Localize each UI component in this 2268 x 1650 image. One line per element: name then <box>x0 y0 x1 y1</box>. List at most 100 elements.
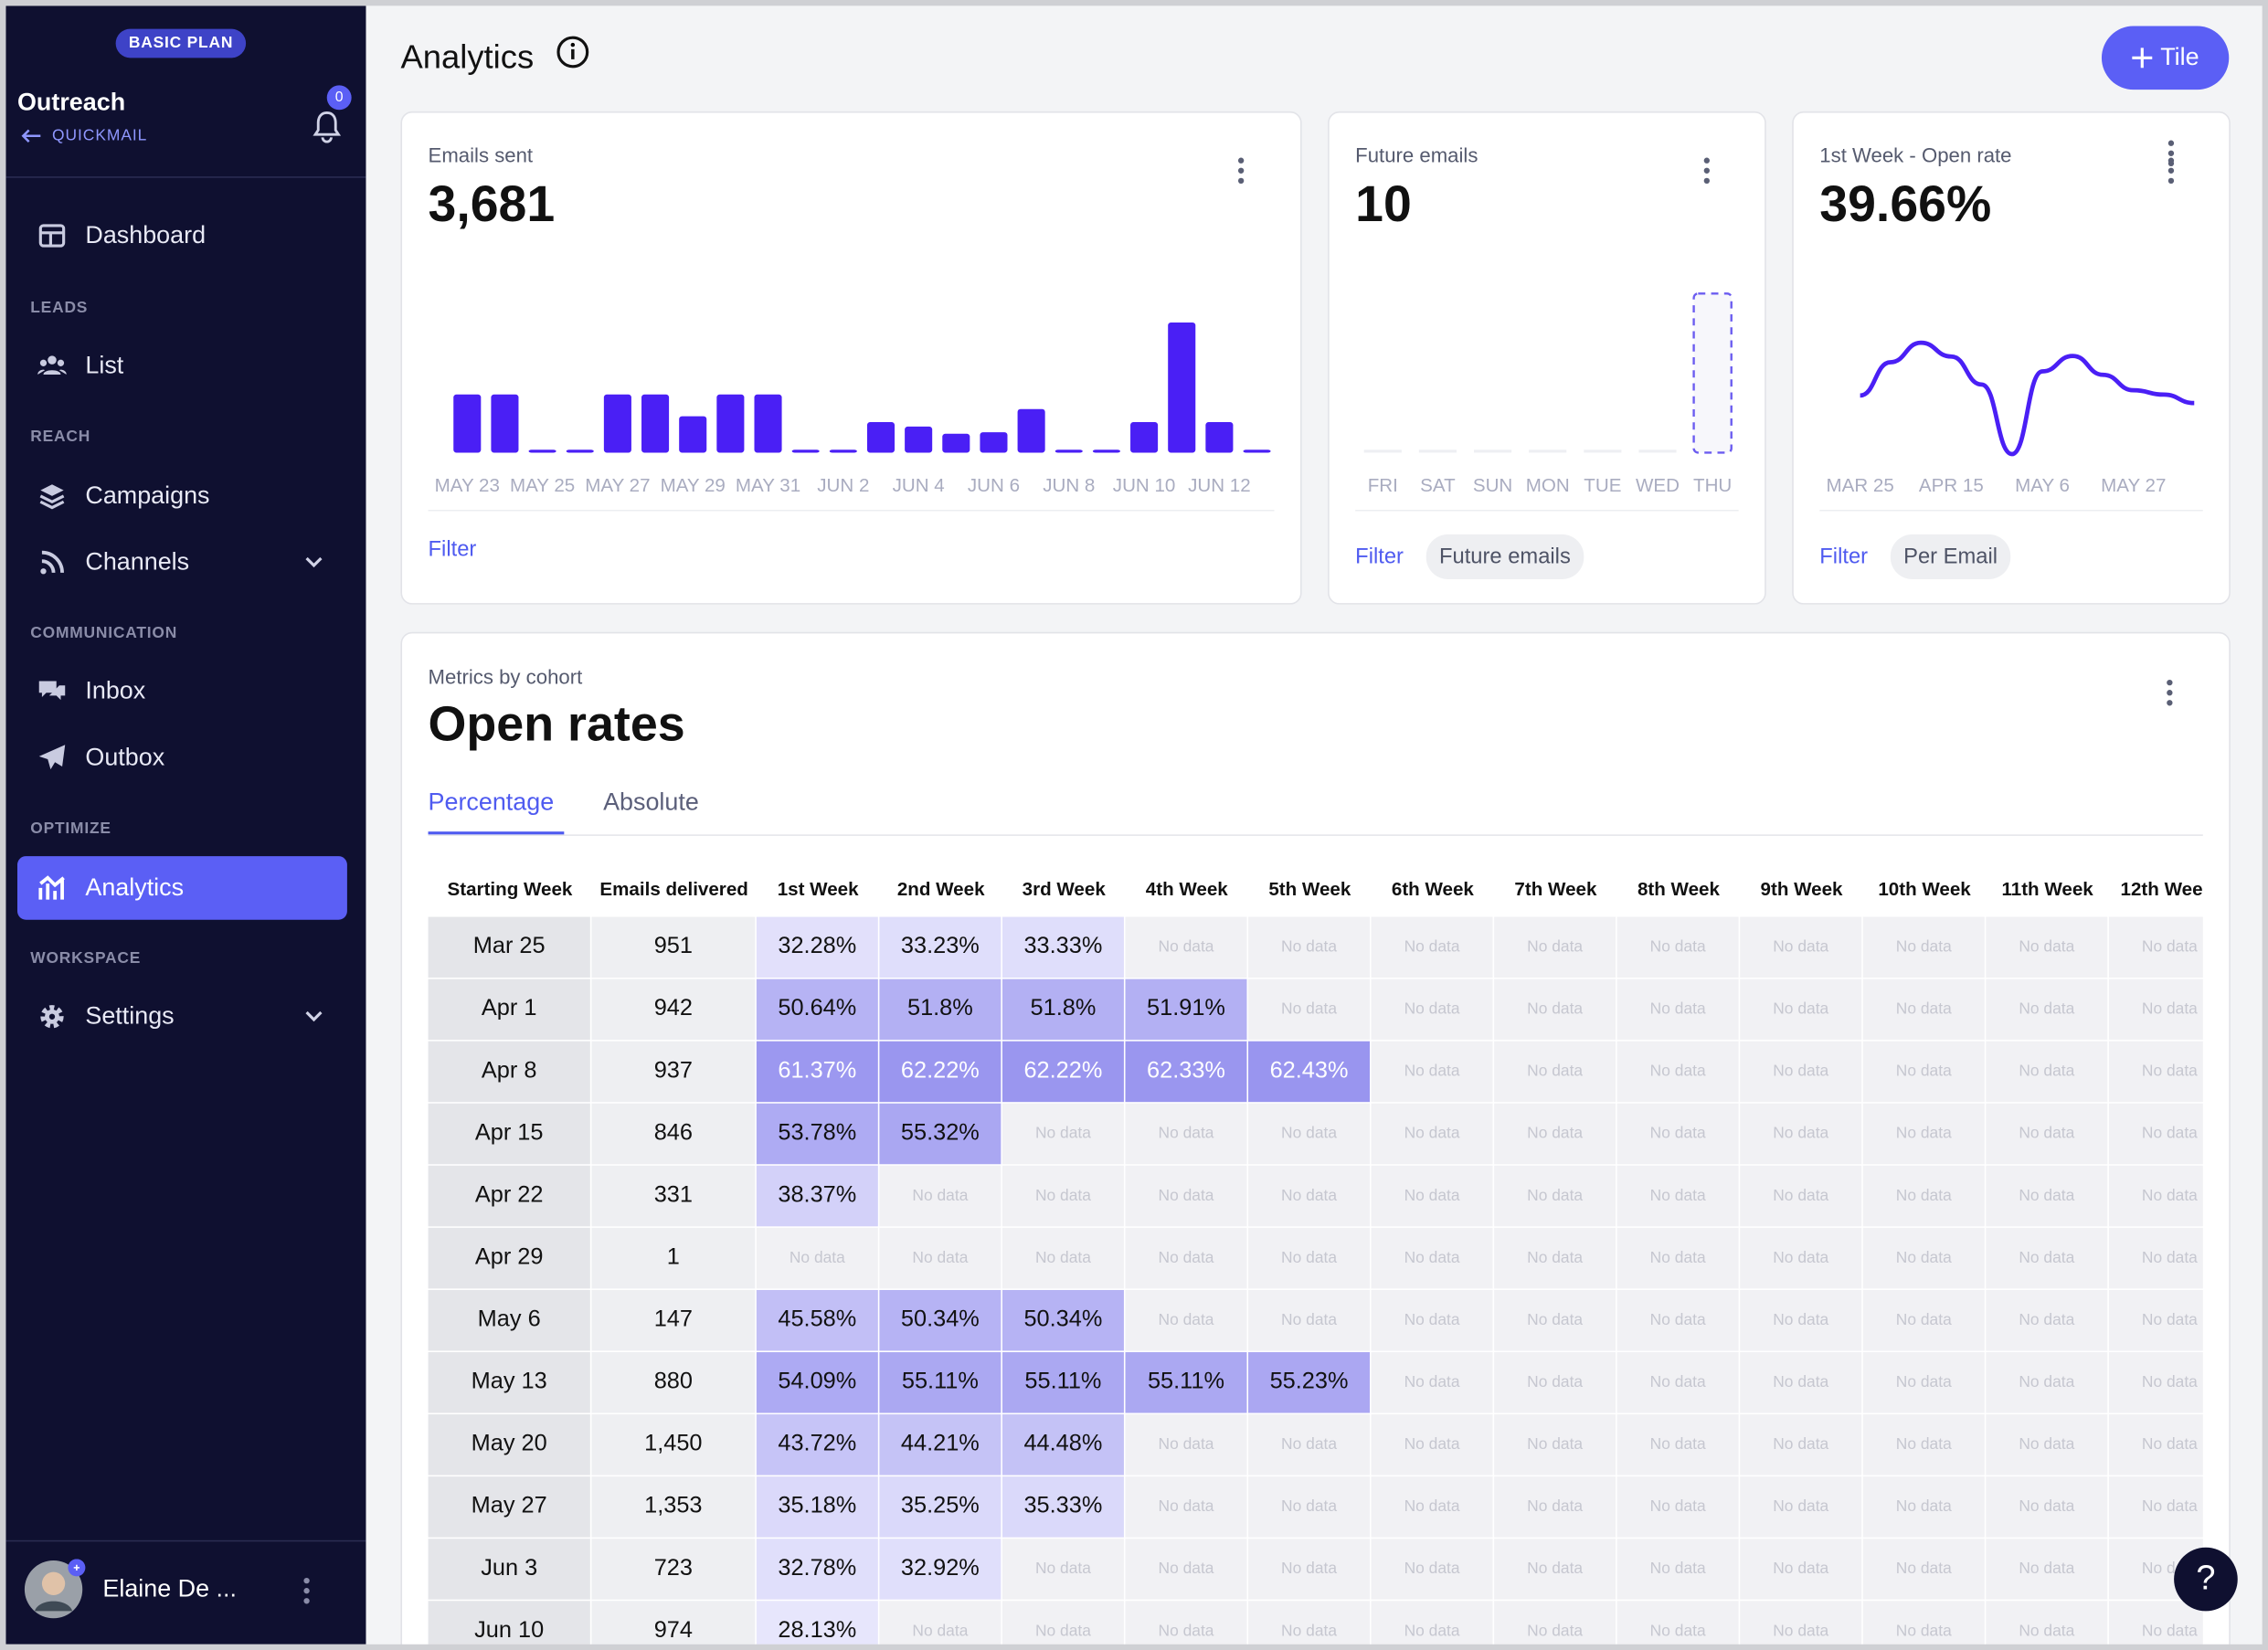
tab[interactable]: Percentage <box>428 788 555 816</box>
empty-cell: No data <box>1002 1227 1124 1289</box>
tab-underline <box>428 831 565 835</box>
add-tile-button[interactable]: Tile <box>2101 26 2230 90</box>
empty-cell: No data <box>756 1227 878 1289</box>
filter-link[interactable]: Filter <box>1819 544 1869 569</box>
empty-cell: No data <box>1986 1476 2108 1538</box>
row-label: Apr 15 <box>428 1103 590 1165</box>
empty-cell: No data <box>1248 1289 1371 1351</box>
delivered-cell: 147 <box>591 1289 756 1351</box>
nav-item[interactable]: Dashboard <box>85 221 207 249</box>
filter-link[interactable]: Filter <box>1355 544 1404 569</box>
empty-cell: No data <box>1125 1165 1247 1227</box>
empty-cell: No data <box>1986 1539 2108 1600</box>
empty-cell: No data <box>1740 916 1862 978</box>
empty-cell: No data <box>1002 1601 1124 1650</box>
rate-cell: 61.37% <box>756 1041 878 1103</box>
empty-cell: No data <box>1616 1414 1739 1475</box>
empty-cell: No data <box>1248 1601 1371 1650</box>
button-label: Tile <box>2160 43 2199 71</box>
column-header: 11th Week <box>2001 877 2093 899</box>
bar <box>791 450 820 453</box>
outbox-icon <box>38 745 66 770</box>
row-label: Jun 10 <box>428 1601 590 1650</box>
nav-section: WORKSPACE <box>30 949 142 968</box>
x-tick-label: THU <box>1693 475 1732 496</box>
empty-cell: No data <box>1616 1539 1739 1600</box>
chevron[interactable] <box>303 553 323 573</box>
delivered-cell: 723 <box>591 1539 756 1600</box>
bar <box>566 450 594 453</box>
divider <box>5 1539 366 1542</box>
delivered-cell: 974 <box>591 1601 756 1650</box>
filter-link[interactable]: Filter <box>428 537 477 562</box>
bar <box>603 394 631 453</box>
empty-cell: No data <box>1862 1103 1985 1165</box>
nav-item[interactable]: Inbox <box>85 676 146 704</box>
rate-cell: 55.11% <box>1125 1352 1247 1413</box>
tab-divider <box>428 834 2203 836</box>
help-button[interactable]: ? <box>2174 1547 2238 1612</box>
empty-cell: No data <box>1248 1103 1371 1165</box>
filter-chip[interactable]: Future emails <box>1425 534 1584 579</box>
empty-cell: No data <box>879 1601 1002 1650</box>
bell-icon[interactable] <box>310 107 344 147</box>
rate-cell: 45.58% <box>756 1289 878 1351</box>
filter-chip[interactable]: Per Email <box>1890 534 2011 579</box>
tile-value: 39.66% <box>1819 176 1992 233</box>
workspace-name[interactable]: Outreach <box>16 88 126 116</box>
empty-cell: No data <box>1371 1476 1493 1538</box>
rate-cell: 55.23% <box>1248 1352 1371 1413</box>
kebab-menu[interactable] <box>1700 156 1714 185</box>
avatar[interactable] <box>23 1559 90 1625</box>
delivered-cell: 331 <box>591 1165 756 1227</box>
rate-cell: 44.48% <box>1002 1414 1124 1475</box>
kebab-menu[interactable] <box>2164 156 2178 185</box>
delivered-cell: 846 <box>591 1103 756 1165</box>
empty-cell: No data <box>1740 1165 1862 1227</box>
bar <box>1418 450 1457 453</box>
kebab-menu[interactable] <box>2162 678 2177 707</box>
empty-cell: No data <box>1494 1165 1616 1227</box>
column-header: 7th Week <box>1514 877 1597 899</box>
tab[interactable]: Absolute <box>603 788 699 816</box>
active-nav-bg <box>16 856 347 920</box>
rate-cell: 53.78% <box>756 1103 878 1165</box>
user-name[interactable]: Elaine De ... <box>102 1574 237 1602</box>
nav-item[interactable]: Settings <box>85 1001 175 1031</box>
rate-cell: 50.64% <box>756 978 878 1041</box>
empty-cell: No data <box>1740 1352 1862 1413</box>
chevron[interactable] <box>303 1007 323 1027</box>
bar <box>829 450 857 453</box>
empty-cell: No data <box>1125 1414 1247 1475</box>
page-title: Analytics <box>400 37 535 76</box>
nav-item[interactable]: Outbox <box>85 743 165 771</box>
column-header: 8th Week <box>1637 877 1720 899</box>
empty-cell: No data <box>1862 1165 1985 1227</box>
empty-cell: No data <box>1371 1041 1493 1103</box>
empty-cell: No data <box>1248 1539 1371 1600</box>
rate-cell: 35.25% <box>879 1476 1002 1538</box>
back-link[interactable]: QUICKMAIL <box>51 127 148 145</box>
empty-cell: No data <box>1986 1601 2108 1650</box>
empty-cell: No data <box>1494 1289 1616 1351</box>
nav-item[interactable]: Channels <box>85 547 190 576</box>
empty-cell: No data <box>1616 978 1739 1041</box>
x-tick-label: MAY 27 <box>2101 475 2166 496</box>
nav-item[interactable]: Analytics <box>85 873 185 902</box>
nav-item[interactable]: Campaigns <box>85 481 210 510</box>
delivered-cell: 1 <box>591 1227 756 1289</box>
kebab-menu[interactable] <box>1234 156 1248 185</box>
kebab-menu[interactable] <box>300 1576 314 1605</box>
empty-cell: No data <box>1740 1539 1862 1600</box>
nav-item[interactable]: List <box>85 351 124 379</box>
empty-cell: No data <box>1862 1289 1985 1351</box>
tile-label: Emails sent <box>428 143 534 167</box>
bar <box>1584 450 1622 453</box>
column-header: 12th Week <box>2120 877 2203 899</box>
empty-cell: No data <box>1125 1539 1247 1600</box>
delivered-cell: 1,450 <box>591 1414 756 1475</box>
delivered-cell: 937 <box>591 1041 756 1103</box>
info-icon[interactable] <box>556 35 590 69</box>
empty-cell: No data <box>1862 1414 1985 1475</box>
empty-cell: No data <box>1248 1165 1371 1227</box>
